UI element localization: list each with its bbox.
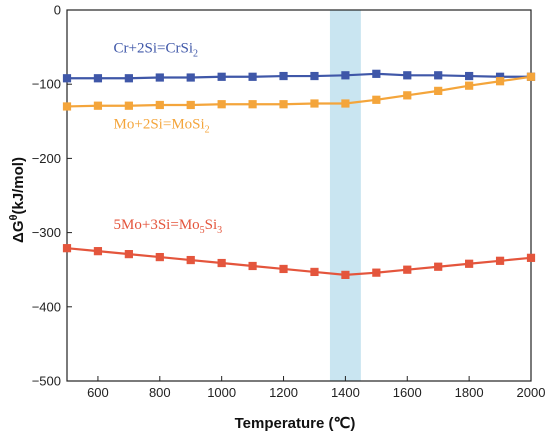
data-point [341, 270, 350, 279]
data-point [341, 99, 350, 108]
data-point [217, 72, 226, 81]
y-tick-label: −400 [32, 299, 61, 314]
data-point [62, 102, 72, 111]
data-point [465, 259, 474, 268]
data-point [93, 101, 103, 110]
label-subscript: 2 [193, 48, 198, 59]
data-point [217, 100, 226, 109]
y-axis-title: ΔGθ(kJ/mol) [8, 157, 27, 243]
label-subscript: 3 [217, 225, 222, 236]
data-point [495, 256, 505, 265]
data-point [310, 267, 319, 277]
series-line [66, 75, 532, 108]
data-point [526, 253, 536, 262]
data-point [186, 73, 195, 82]
data-point [248, 100, 257, 109]
axes-frame [66, 9, 532, 382]
series-label: Mo+2Si=MoSi2 [114, 117, 210, 136]
data-point [93, 74, 103, 83]
data-point [341, 71, 350, 80]
data-point [217, 258, 226, 268]
x-tick-label: 1200 [269, 385, 298, 400]
data-point [310, 71, 319, 81]
y-tick-label: −200 [32, 151, 61, 166]
plot-frame [66, 9, 532, 382]
data-point [155, 73, 164, 82]
data-point [248, 72, 257, 81]
x-tick-label: 600 [87, 385, 109, 400]
data-point [465, 71, 474, 81]
data-point [155, 100, 164, 110]
x-tick-label: 800 [149, 385, 171, 400]
highlight-band-layer [329, 10, 361, 381]
data-point [279, 264, 288, 274]
x-tick-label: 1000 [207, 385, 236, 400]
data-point [310, 99, 319, 108]
x-tick-label: 1800 [455, 385, 484, 400]
data-point [186, 255, 195, 265]
x-tick-label: 1600 [393, 385, 422, 400]
label-text: Si [205, 217, 218, 233]
x-tick-label: 1400 [331, 385, 360, 400]
x-tick-label: 2000 [517, 385, 546, 400]
label-text: Mo+2Si=MoSi [114, 117, 205, 133]
data-point [434, 86, 443, 95]
data-point [403, 265, 412, 274]
series-label: Cr+2Si=CrSi2 [114, 40, 198, 59]
data-point [526, 72, 536, 81]
data-point [93, 247, 103, 256]
data-point [495, 77, 505, 86]
series-layer [62, 69, 536, 279]
label-subscript: 2 [205, 125, 210, 136]
data-point [279, 71, 288, 81]
label-text: Cr+2Si=CrSi [114, 40, 193, 56]
data-point [372, 95, 381, 104]
y-tick-label: 0 [54, 3, 61, 18]
data-point [434, 262, 443, 271]
data-point [248, 261, 257, 271]
data-point [186, 100, 195, 110]
y-axis-title-main: ΔG [10, 221, 27, 243]
label-text: 5Mo+3Si=Mo [114, 217, 200, 233]
tick-labels: 600 800 1000 1200 1400 1600 1800 2000 0 −100 −200 −… [32, 3, 546, 401]
data-point [403, 91, 412, 100]
series-3 [62, 244, 536, 279]
data-point [124, 74, 133, 83]
series-line [67, 72, 531, 80]
series-line [66, 247, 532, 276]
y-axis-title-superscript: θ [8, 215, 20, 221]
data-point [403, 71, 412, 80]
data-point [62, 74, 72, 83]
data-point [434, 71, 443, 80]
y-tick-label: −300 [32, 225, 61, 240]
series-label: 5Mo+3Si=Mo5Si3 [114, 217, 223, 236]
data-point [465, 81, 474, 90]
label-subscript: 5 [200, 225, 205, 236]
y-axis-title-unit: (kJ/mol) [10, 157, 27, 215]
data-point [372, 268, 381, 277]
data-point [372, 69, 381, 78]
data-point [124, 101, 133, 110]
data-point [155, 252, 164, 262]
series-1 [62, 69, 536, 83]
highlight-band [329, 10, 361, 381]
data-point [124, 250, 133, 259]
x-axis-title: Temperature (℃) [235, 415, 356, 432]
y-tick-label: −500 [32, 374, 61, 389]
series-2 [62, 72, 536, 111]
data-point [62, 244, 72, 253]
y-tick-label: −100 [32, 77, 61, 92]
data-point [279, 100, 288, 109]
